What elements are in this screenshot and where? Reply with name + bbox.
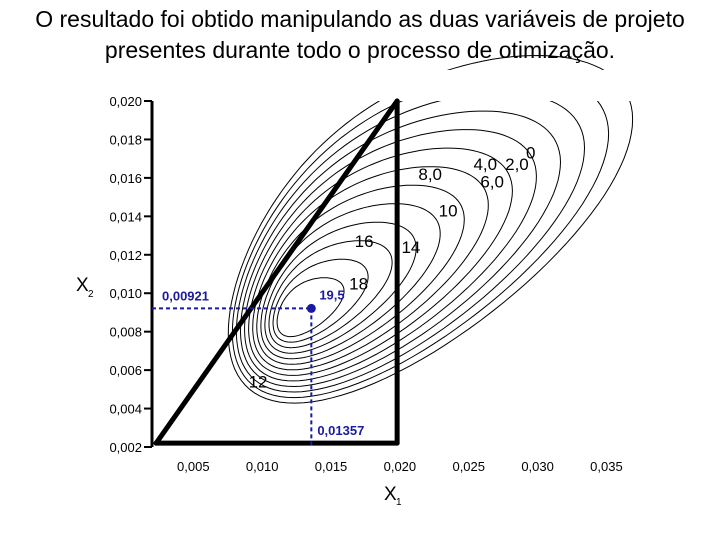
contour-line-5	[260, 203, 441, 360]
contour-label: 6,0	[480, 173, 504, 192]
contour-label: 14	[401, 238, 420, 257]
contour-label: 8,0	[418, 165, 442, 184]
x-tick-label: 0,030	[521, 459, 554, 474]
contour-line-3	[268, 240, 393, 349]
contour-label: 4,0	[473, 155, 497, 174]
contour-line-6	[256, 184, 465, 365]
optimum-x-label: 0,01357	[317, 423, 364, 438]
x-tick-label: 0,035	[590, 459, 623, 474]
contour-label: 10	[439, 201, 458, 220]
contour-label: 18	[349, 274, 368, 293]
contour-line-8	[248, 147, 513, 376]
contour-line-11	[235, 91, 586, 393]
y-axis-label-subscript: 2	[88, 289, 94, 300]
slide-title: O resultado foi obtido manipulando as du…	[0, 4, 720, 66]
y-tick-label: 0,008	[109, 325, 142, 340]
y-tick-label: 0,004	[109, 402, 142, 417]
contour-line-9	[244, 129, 537, 382]
x-tick-label: 0,025	[452, 459, 485, 474]
y-tick-label: 0,016	[109, 171, 142, 186]
contour-line-2	[272, 258, 369, 343]
contour-label: 2,0	[505, 155, 529, 174]
title-line-2: presentes durante todo o processo de oti…	[104, 37, 616, 63]
y-tick-label: 0,020	[109, 94, 142, 109]
x-tick-label: 0,015	[315, 459, 348, 474]
contour-label: 16	[355, 232, 374, 251]
x-axis-label: X	[384, 484, 397, 505]
contour-line-4	[264, 221, 417, 354]
contour-line-1	[276, 277, 345, 338]
x-tick-label: 0,005	[177, 459, 210, 474]
mask-bottom	[0, 448, 720, 540]
y-tick-label: 0,018	[109, 132, 142, 147]
x-tick-label: 0,020	[384, 459, 417, 474]
y-tick-label: 0,014	[109, 209, 142, 224]
constraint-line	[153, 98, 400, 446]
contour-line-10	[239, 110, 562, 388]
optimum-point	[306, 303, 316, 313]
y-tick-label: 0,002	[109, 440, 142, 455]
title-line-1: O resultado foi obtido manipulando as du…	[35, 6, 685, 32]
contour-line-12	[231, 73, 610, 399]
contour-line-7	[252, 166, 489, 371]
mask-top	[0, 70, 720, 101]
y-tick-label: 0,010	[109, 286, 142, 301]
contour-label: 12	[249, 372, 268, 391]
x-tick-label: 0,010	[246, 459, 279, 474]
y-axis-label: X	[76, 275, 89, 296]
optimum-value-label: 19,5	[319, 287, 344, 302]
y-tick-label: 0,012	[109, 248, 142, 263]
x-axis-label-subscript: 1	[396, 497, 402, 508]
y-tick-label: 0,006	[109, 363, 142, 378]
optimum-y-label: 0,00921	[162, 288, 209, 303]
contour-line-13	[227, 54, 634, 404]
contour-label: 0	[526, 144, 535, 163]
